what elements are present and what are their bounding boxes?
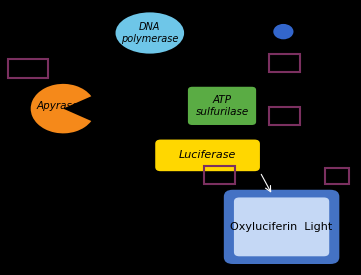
FancyBboxPatch shape	[155, 140, 260, 171]
Ellipse shape	[116, 12, 184, 54]
Bar	[204, 166, 235, 184]
Bar	[269, 107, 300, 125]
Wedge shape	[31, 84, 91, 133]
Text: Oxyluciferin  Light: Oxyluciferin Light	[230, 222, 333, 232]
Bar	[269, 54, 300, 72]
Text: DNA
polymerase: DNA polymerase	[121, 22, 178, 44]
FancyBboxPatch shape	[188, 87, 256, 125]
Bar	[325, 168, 349, 184]
FancyBboxPatch shape	[234, 197, 329, 256]
Text: Apyrase: Apyrase	[36, 101, 79, 111]
FancyBboxPatch shape	[224, 190, 339, 264]
Text: Luciferase: Luciferase	[179, 150, 236, 160]
Bar	[8, 59, 48, 78]
Text: ATP
sulfurilase: ATP sulfurilase	[195, 95, 249, 117]
Circle shape	[273, 24, 293, 39]
